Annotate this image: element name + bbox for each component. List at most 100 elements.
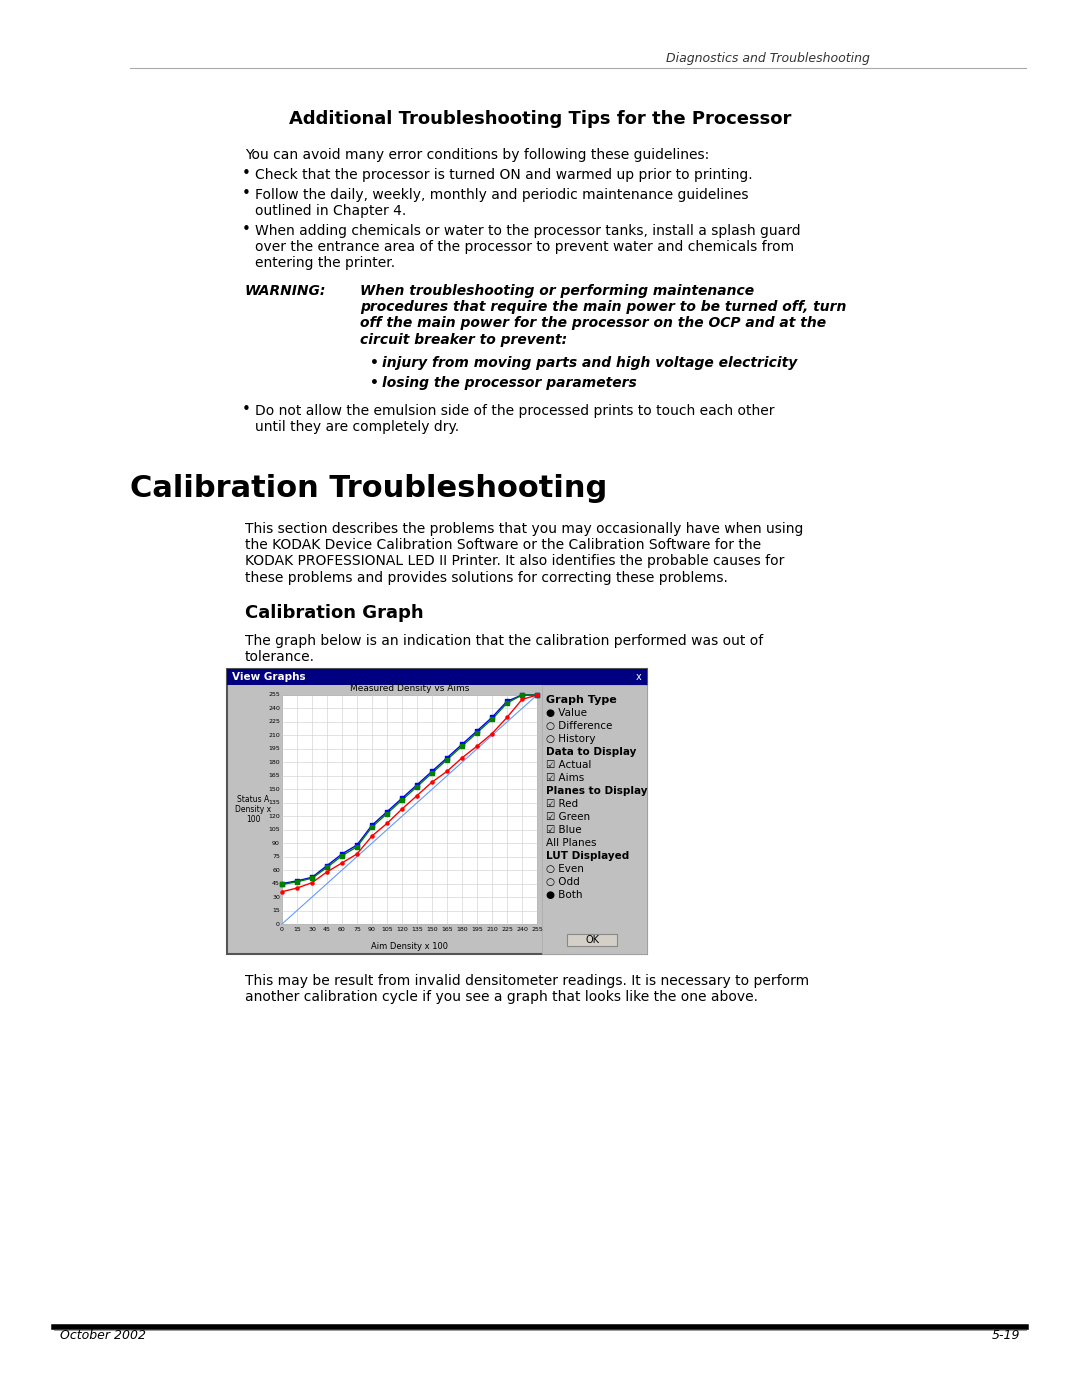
Point — [438, 760, 456, 782]
Text: Aim Density x 100: Aim Density x 100 — [372, 942, 448, 951]
Text: ○ Difference: ○ Difference — [546, 721, 612, 731]
Point — [498, 690, 515, 712]
Text: losing the processor parameters: losing the processor parameters — [382, 376, 637, 390]
Point — [528, 683, 545, 705]
Point — [334, 842, 351, 865]
Text: Graph Type: Graph Type — [546, 694, 617, 705]
Text: 210: 210 — [486, 928, 498, 932]
Point — [423, 771, 441, 793]
Point — [469, 719, 486, 742]
Text: 15: 15 — [293, 928, 301, 932]
Text: injury from moving parts and high voltage electricity: injury from moving parts and high voltag… — [382, 356, 797, 370]
Text: 75: 75 — [272, 854, 280, 859]
Text: WARNING:: WARNING: — [245, 284, 326, 298]
Point — [454, 733, 471, 756]
FancyBboxPatch shape — [227, 669, 647, 954]
Text: •: • — [370, 356, 379, 370]
Text: LUT Displayed: LUT Displayed — [546, 851, 630, 861]
Point — [349, 834, 366, 856]
Point — [319, 856, 336, 879]
Point — [288, 870, 306, 893]
Text: ☑ Actual: ☑ Actual — [546, 760, 592, 770]
Text: 255: 255 — [268, 693, 280, 697]
Point — [454, 735, 471, 757]
Text: 210: 210 — [268, 733, 280, 738]
Point — [273, 873, 291, 895]
Text: 45: 45 — [323, 928, 330, 932]
Text: 5-19: 5-19 — [991, 1329, 1020, 1343]
Text: ○ Odd: ○ Odd — [546, 877, 580, 887]
Point — [513, 683, 530, 705]
Text: ○ History: ○ History — [546, 733, 595, 745]
Point — [334, 845, 351, 868]
Point — [334, 852, 351, 875]
Point — [423, 761, 441, 784]
Point — [484, 707, 501, 729]
Text: Measured Density vs Aims: Measured Density vs Aims — [350, 685, 469, 693]
Point — [288, 877, 306, 900]
Point — [319, 855, 336, 877]
Text: 240: 240 — [268, 705, 280, 711]
Text: 255: 255 — [531, 928, 543, 932]
Text: When adding chemicals or water to the processor tanks, install a splash guard
ov: When adding chemicals or water to the pr… — [255, 224, 800, 271]
Point — [528, 683, 545, 705]
Text: 30: 30 — [272, 894, 280, 900]
Point — [408, 774, 426, 796]
Text: 225: 225 — [501, 928, 513, 932]
Point — [363, 814, 380, 837]
Text: ☑ Red: ☑ Red — [546, 799, 578, 809]
Text: 120: 120 — [396, 928, 408, 932]
Text: All Planes: All Planes — [546, 838, 596, 848]
Text: 105: 105 — [268, 827, 280, 833]
Text: •: • — [242, 186, 251, 201]
Point — [484, 708, 501, 731]
Text: 75: 75 — [353, 928, 361, 932]
Bar — [227, 669, 647, 685]
Text: 60: 60 — [338, 928, 346, 932]
Text: ☑ Blue: ☑ Blue — [546, 826, 582, 835]
Text: 180: 180 — [268, 760, 280, 764]
Text: Follow the daily, weekly, monthly and periodic maintenance guidelines
outlined i: Follow the daily, weekly, monthly and pe… — [255, 189, 748, 218]
Text: This may be result from invalid densitometer readings. It is necessary to perfor: This may be result from invalid densitom… — [245, 974, 809, 1004]
Text: 195: 195 — [268, 746, 280, 752]
Text: 165: 165 — [268, 774, 280, 778]
Text: 90: 90 — [368, 928, 376, 932]
Point — [303, 872, 321, 894]
Text: Diagnostics and Troubleshooting: Diagnostics and Troubleshooting — [666, 52, 870, 66]
Point — [438, 746, 456, 768]
Text: ○ Even: ○ Even — [546, 863, 584, 875]
Text: The graph below is an indication that the calibration performed was out of
toler: The graph below is an indication that th… — [245, 634, 764, 664]
Text: •: • — [242, 166, 251, 182]
Point — [393, 798, 410, 820]
Text: •: • — [370, 376, 379, 390]
Text: 15: 15 — [272, 908, 280, 914]
Point — [303, 868, 321, 890]
Bar — [567, 935, 617, 946]
Text: Calibration Troubleshooting: Calibration Troubleshooting — [130, 474, 607, 503]
Bar — [282, 694, 537, 923]
Text: 45: 45 — [272, 882, 280, 886]
Text: October 2002: October 2002 — [60, 1329, 146, 1343]
Point — [469, 735, 486, 757]
Point — [408, 775, 426, 798]
Text: 135: 135 — [268, 800, 280, 805]
Text: Additional Troubleshooting Tips for the Processor: Additional Troubleshooting Tips for the … — [288, 110, 792, 129]
Text: ● Value: ● Value — [546, 708, 588, 718]
Point — [438, 749, 456, 771]
Point — [498, 692, 515, 714]
Point — [349, 835, 366, 858]
Point — [349, 842, 366, 865]
Text: 0: 0 — [276, 922, 280, 926]
Text: 90: 90 — [272, 841, 280, 845]
Text: 105: 105 — [381, 928, 393, 932]
Point — [498, 707, 515, 729]
Text: ☑ Aims: ☑ Aims — [546, 773, 584, 782]
Text: 60: 60 — [272, 868, 280, 873]
Text: 120: 120 — [268, 813, 280, 819]
Text: View Graphs: View Graphs — [232, 672, 306, 682]
Text: Data to Display: Data to Display — [546, 747, 636, 757]
Text: 0: 0 — [280, 928, 284, 932]
Point — [408, 784, 426, 806]
Point — [393, 789, 410, 812]
Point — [454, 746, 471, 768]
